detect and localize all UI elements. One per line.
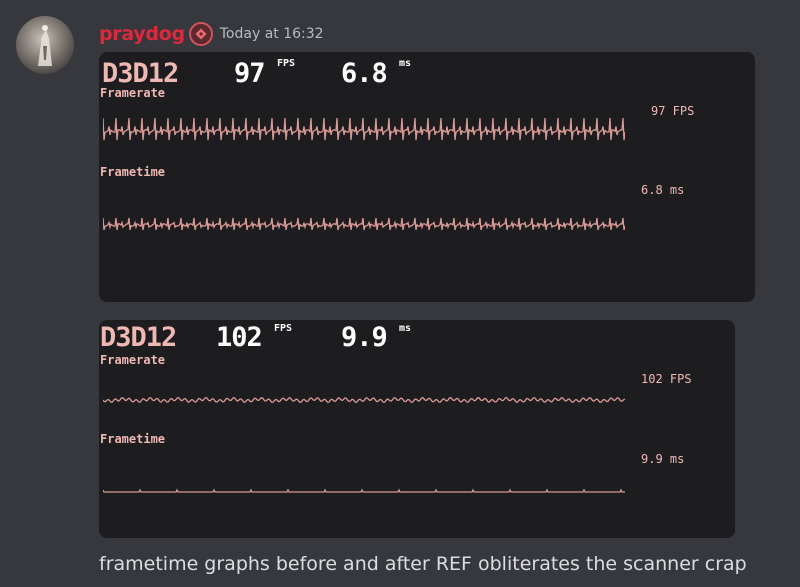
framerate-graph: [103, 117, 625, 141]
avatar-image-icon: [38, 25, 52, 66]
frametime-readout: 6.8 ms: [641, 183, 685, 197]
frametime-readout: 9.9 ms: [641, 452, 685, 466]
username[interactable]: praydog: [99, 23, 185, 45]
user-avatar[interactable]: [16, 16, 74, 74]
framerate-graph: [103, 396, 625, 404]
api-label: D3D12: [102, 58, 179, 89]
framerate-label: Framerate: [100, 86, 166, 100]
fps-value: 97: [234, 58, 266, 89]
role-badge-icon[interactable]: [188, 22, 213, 46]
api-label: D3D12: [100, 322, 177, 353]
ms-unit: ms: [399, 323, 412, 334]
overlay-screenshot-after[interactable]: D3D12 102 FPS 9.9 ms Framerate 102 FPS F…: [99, 320, 735, 538]
framerate-label: Framerate: [100, 353, 166, 367]
message-text: frametime graphs before and after REF ob…: [99, 553, 747, 575]
frametime-label: Frametime: [100, 165, 166, 179]
fps-value: 102: [216, 322, 263, 353]
ms-value: 6.8: [341, 58, 388, 89]
fps-unit: FPS: [274, 323, 293, 334]
message-header: praydog Today at 16:32: [99, 20, 324, 48]
ms-unit: ms: [399, 58, 412, 69]
ms-value: 9.9: [341, 322, 388, 353]
fps-unit: FPS: [277, 58, 296, 69]
overlay-screenshot-before[interactable]: D3D12 97 FPS 6.8 ms Framerate 97 FPS Fra…: [99, 52, 755, 302]
framerate-readout: 102 FPS: [641, 372, 692, 386]
frametime-graph: [103, 488, 625, 493]
frametime-label: Frametime: [100, 432, 166, 446]
framerate-readout: 97 FPS: [651, 104, 695, 118]
message-timestamp[interactable]: Today at 16:32: [219, 26, 324, 42]
frametime-graph: [103, 217, 625, 231]
